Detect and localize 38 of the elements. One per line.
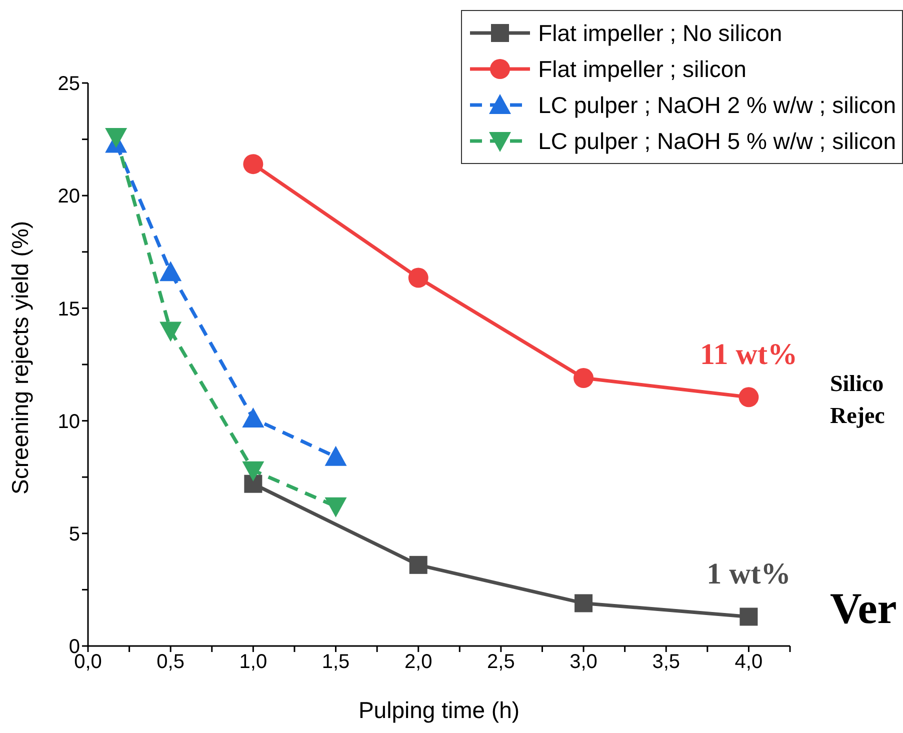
legend-label: LC pulper ; NaOH 5 % w/w ; silicon: [538, 128, 896, 154]
point: [244, 474, 262, 493]
x-tick-label: 1,5: [322, 651, 350, 674]
x-tick-label: 4,0: [734, 651, 763, 674]
point: [574, 594, 593, 612]
point: [324, 497, 347, 518]
x-axis-title: Pulping time (h): [358, 697, 520, 723]
x-tick-label: 0,5: [156, 651, 184, 674]
x-tick-label: 2,5: [487, 651, 515, 674]
point: [324, 446, 347, 466]
annotation: 1 wt%: [706, 557, 791, 590]
x-tick-label: 1,0: [239, 651, 268, 674]
x-tick-label: 2,0: [404, 651, 432, 674]
y-tick-label: 20: [58, 186, 80, 208]
point: [160, 322, 182, 342]
y-tick-label: 10: [58, 410, 80, 433]
y-tick-label: 15: [58, 298, 80, 320]
y-axis-title: Screening rejects yield (%): [7, 220, 34, 494]
legend-label: Flat impeller ; No silicon: [538, 20, 782, 46]
point: [160, 261, 182, 282]
text: Silico Rejec: [830, 370, 885, 430]
y-tick-label: 5: [68, 524, 80, 546]
legend-label: LC pulper ; NaOH 2 % w/w ; silicon: [538, 92, 896, 118]
x-tick-label: 3,5: [652, 651, 680, 674]
text: Ver: [830, 583, 897, 635]
point: [408, 268, 428, 288]
point: [738, 387, 759, 408]
point: [242, 461, 264, 482]
point: [409, 556, 428, 574]
point: [242, 408, 264, 428]
annotation: 11 wt%: [700, 338, 798, 371]
legend-label: Flat impeller ; silicon: [538, 56, 746, 82]
x-tick-label: 3,0: [570, 651, 598, 674]
y-tick-label: 25: [58, 73, 80, 96]
point: [105, 128, 128, 148]
point: [243, 154, 264, 174]
point: [740, 608, 758, 626]
point: [574, 368, 594, 388]
